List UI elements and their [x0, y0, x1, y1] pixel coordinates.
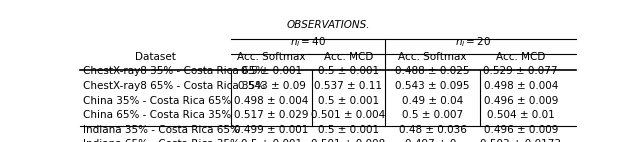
Text: Indiana 35% - Costa Rica 65%: Indiana 35% - Costa Rica 65% [83, 125, 240, 135]
Text: 0.499 ± 0.001: 0.499 ± 0.001 [234, 125, 308, 135]
Text: Dataset: Dataset [135, 52, 176, 62]
Text: 0.501 ± 0.004: 0.501 ± 0.004 [311, 110, 385, 120]
Text: 0.498 ± 0.004: 0.498 ± 0.004 [483, 81, 558, 91]
Text: 0.543 ± 0.095: 0.543 ± 0.095 [396, 81, 470, 91]
Text: 0.503 ± 0.0173: 0.503 ± 0.0173 [480, 139, 561, 142]
Text: Acc. MCD: Acc. MCD [324, 52, 373, 62]
Text: Indiana 65% - Costa Rica 35%: Indiana 65% - Costa Rica 35% [83, 139, 240, 142]
Text: 0.5 ± 0.001: 0.5 ± 0.001 [241, 66, 302, 76]
Text: China 65% - Costa Rica 35%: China 65% - Costa Rica 35% [83, 110, 231, 120]
Text: OBSERVATIONS.: OBSERVATIONS. [286, 20, 370, 30]
Text: ChestX-ray8 35% - Costa Rica 65%: ChestX-ray8 35% - Costa Rica 65% [83, 66, 265, 76]
Text: 0.537 ± 0.11: 0.537 ± 0.11 [314, 81, 382, 91]
Text: 0.517 ± 0.029: 0.517 ± 0.029 [234, 110, 308, 120]
Text: 0.48 ± 0.036: 0.48 ± 0.036 [399, 125, 467, 135]
Text: Acc. Softmax: Acc. Softmax [237, 52, 306, 62]
Text: 0.501 ± 0.008: 0.501 ± 0.008 [311, 139, 385, 142]
Text: $n_l = 40$: $n_l = 40$ [290, 35, 326, 49]
Text: $n_l = 20$: $n_l = 20$ [455, 35, 491, 49]
Text: 0.49 ± 0.04: 0.49 ± 0.04 [402, 96, 463, 106]
Text: 0.5 ± 0.001: 0.5 ± 0.001 [318, 66, 379, 76]
Text: 0.496 ± 0.009: 0.496 ± 0.009 [483, 96, 558, 106]
Text: 0.496 ± 0.009: 0.496 ± 0.009 [483, 125, 558, 135]
Text: 0.5 ± 0.001: 0.5 ± 0.001 [318, 125, 379, 135]
Text: 0.5 ± 0.007: 0.5 ± 0.007 [402, 110, 463, 120]
Text: ChestX-ray8 65% - Costa Rica 35%: ChestX-ray8 65% - Costa Rica 35% [83, 81, 265, 91]
Text: 0.497 ± 0.: 0.497 ± 0. [405, 139, 460, 142]
Text: 0.543 ± 0.09: 0.543 ± 0.09 [237, 81, 305, 91]
Text: 0.504 ± 0.01: 0.504 ± 0.01 [487, 110, 555, 120]
Text: 0.488 ± 0.025: 0.488 ± 0.025 [396, 66, 470, 76]
Text: Acc. Softmax: Acc. Softmax [399, 52, 467, 62]
Text: 0.529 ± 0.077: 0.529 ± 0.077 [483, 66, 558, 76]
Text: China 35% - Costa Rica 65%: China 35% - Costa Rica 65% [83, 96, 231, 106]
Text: Acc. MCD: Acc. MCD [496, 52, 545, 62]
Text: 0.5 ± 0.001: 0.5 ± 0.001 [318, 96, 379, 106]
Text: 0.498 ± 0.004: 0.498 ± 0.004 [234, 96, 308, 106]
Text: 0.5 ± 0.001: 0.5 ± 0.001 [241, 139, 302, 142]
